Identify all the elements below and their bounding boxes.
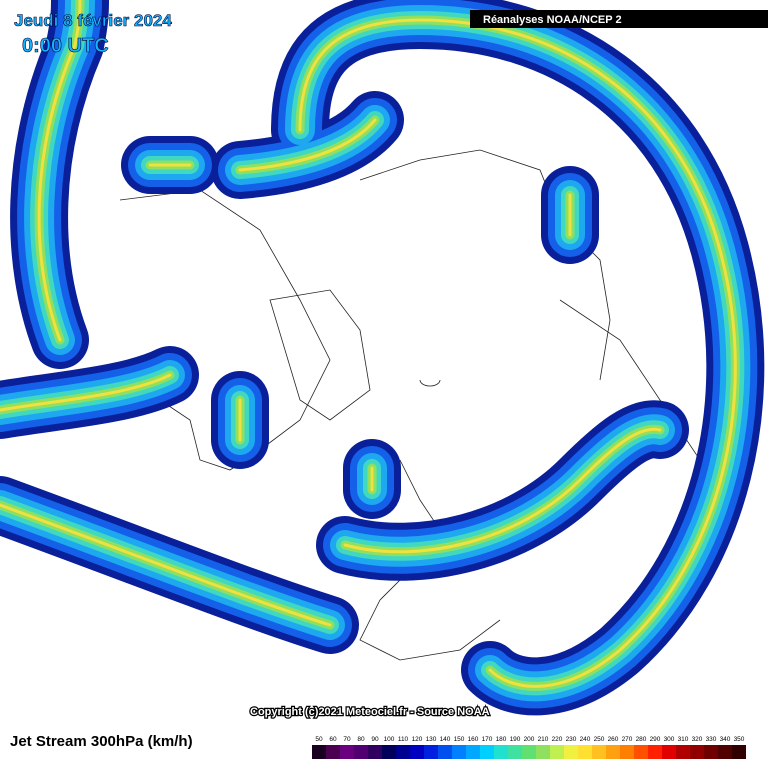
scale-label: 330 [706,736,717,743]
map-title: Jet Stream 300hPa (km/h) [10,733,193,750]
scale-swatch [340,745,354,759]
map-source: Réanalyses NOAA/NCEP 2 [483,14,622,26]
scale-swatch [396,745,410,759]
scale-label: 210 [538,736,549,743]
jet-band [0,503,332,627]
scale-label: 90 [371,736,379,743]
scale-label: 180 [496,736,507,743]
jet-band [343,427,662,554]
scale-label: 290 [650,736,661,743]
scale-swatch [466,745,480,759]
map-date: Jeudi 8 février 2024 [14,11,172,30]
scale-label: 280 [636,736,647,743]
scale-swatch [536,745,550,759]
scale-label: 160 [468,736,479,743]
scale-swatch [634,745,648,759]
scale-swatch [662,745,676,759]
map-time: 0:00 UTC [22,35,109,57]
scale-swatch [508,745,522,759]
scale-swatch [424,745,438,759]
scale-swatch [312,745,326,759]
copyright: Copyright (c)2021 Meteociel.fr - Source … [250,706,490,718]
scale-swatch [718,745,732,759]
scale-swatch [438,745,452,759]
scale-label: 170 [482,736,493,743]
scale-label: 140 [440,736,451,743]
scale-label: 220 [552,736,563,743]
scale-label: 230 [566,736,577,743]
scale-swatch [494,745,508,759]
scale-swatch [564,745,578,759]
scale-swatch [648,745,662,759]
scale-swatch [522,745,536,759]
scale-label: 350 [734,736,745,743]
jet-stream [0,0,765,716]
scale-swatch [410,745,424,759]
scale-label: 50 [315,736,323,743]
color-scale: 50 60 70 80 90 100 110 120 130 140 150 160 170 180 190… [312,736,746,759]
scale-label: 100 [384,736,395,743]
scale-swatch [480,745,494,759]
scale-label: 340 [720,736,731,743]
scale-label: 260 [608,736,619,743]
scale-swatch [704,745,718,759]
source-bar [470,10,768,28]
scale-swatch [368,745,382,759]
scale-label: 190 [510,736,521,743]
scale-label: 120 [412,736,423,743]
scale-swatch [326,745,340,759]
scale-label: 250 [594,736,605,743]
scale-swatch [606,745,620,759]
scale-label: 300 [664,736,675,743]
scale-label: 200 [524,736,535,743]
jet-band [0,373,172,412]
scale-label: 60 [329,736,337,743]
scale-swatch [452,745,466,759]
scale-label: 110 [398,736,409,743]
scale-swatch [690,745,704,759]
scale-swatch [620,745,634,759]
scale-label: 240 [580,736,591,743]
scale-swatch [676,745,690,759]
scale-swatch [732,745,746,759]
scale-swatch [578,745,592,759]
scale-swatch [354,745,368,759]
jet-band [238,118,377,172]
scale-label: 150 [454,736,465,743]
jet-band [37,0,82,342]
scale-swatch [592,745,606,759]
jet-band [298,18,737,688]
scale-label: 320 [692,736,703,743]
scale-label: 270 [622,736,633,743]
scale-label: 310 [678,736,689,743]
scale-label: 70 [343,736,351,743]
scale-swatch [382,745,396,759]
scale-label: 130 [426,736,437,743]
scale-swatch [550,745,564,759]
scale-label: 80 [357,736,365,743]
